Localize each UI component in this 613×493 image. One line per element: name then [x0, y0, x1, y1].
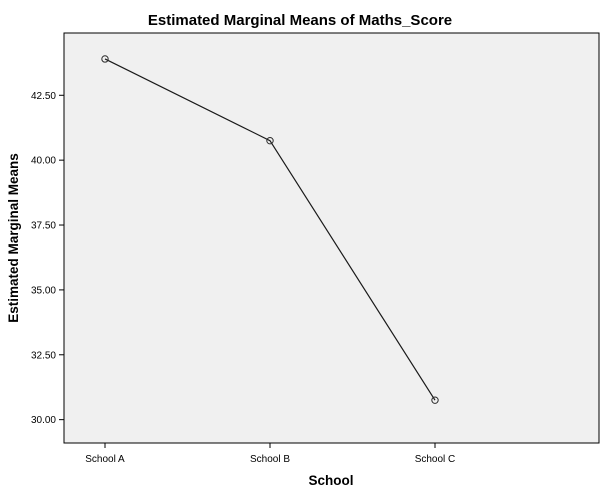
y-tick-label: 42.50 — [31, 91, 56, 102]
x-tick-label: School C — [415, 454, 456, 465]
data-point — [101, 55, 109, 63]
series-layer — [101, 55, 439, 404]
y-tick-label: 37.50 — [31, 221, 56, 232]
x-axis: School A School B School C — [85, 443, 455, 465]
chart-title: Estimated Marginal Means of Maths_Score — [148, 12, 452, 29]
x-tick-label: School B — [250, 454, 290, 465]
y-tick-label: 32.50 — [31, 350, 56, 361]
y-tick-label: 35.00 — [31, 285, 56, 296]
data-point — [431, 396, 439, 404]
data-point — [266, 136, 274, 145]
y-tick-label: 30.00 — [31, 415, 56, 426]
y-tick-label: 40.00 — [31, 156, 56, 167]
series-line — [104, 58, 436, 401]
x-tick-label: School A — [85, 454, 125, 465]
x-axis-label: School — [308, 473, 353, 488]
y-axis: 30.00 32.50 35.00 37.50 40.00 42.50 — [31, 91, 64, 426]
y-axis-label: Estimated Marginal Means — [6, 153, 21, 323]
